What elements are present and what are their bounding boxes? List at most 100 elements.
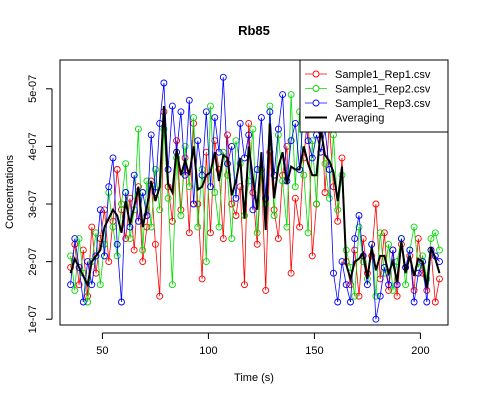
chart-title: Rb85 — [238, 23, 270, 38]
data-point — [389, 246, 397, 254]
data-point — [219, 73, 227, 81]
data-point — [211, 189, 219, 196]
data-point — [71, 235, 79, 243]
plot-area — [59, 59, 449, 326]
data-point — [118, 298, 125, 306]
data-point — [283, 142, 291, 150]
data-point — [198, 171, 206, 179]
data-point — [207, 102, 214, 110]
data-point — [67, 281, 75, 289]
data-point — [249, 125, 257, 133]
data-point — [122, 235, 130, 243]
data-point — [410, 286, 418, 294]
legend-label: Sample1_Rep2.csv — [335, 84, 431, 96]
data-point — [436, 275, 443, 283]
data-point — [147, 223, 155, 231]
data-point — [177, 108, 185, 116]
data-point — [130, 246, 138, 254]
y-tick-label: 3e-07 — [27, 190, 39, 218]
data-point — [181, 171, 189, 179]
legend-swatch-marker — [312, 85, 320, 92]
data-point — [109, 154, 117, 162]
data-point — [385, 240, 393, 248]
data-point — [287, 91, 295, 99]
data-point — [75, 263, 83, 271]
data-point — [355, 223, 363, 231]
series-sample1-rep3-csv — [67, 73, 443, 323]
data-point — [88, 281, 96, 289]
data-point — [84, 258, 92, 266]
data-point — [113, 166, 121, 173]
x-tick-label: 100 — [199, 345, 217, 357]
data-point — [71, 286, 79, 294]
data-point — [291, 119, 299, 127]
data-point — [215, 223, 223, 231]
data-point — [338, 154, 346, 162]
legend-swatch-marker — [312, 99, 320, 107]
data-point — [151, 240, 159, 248]
data-point — [372, 200, 380, 208]
data-point — [291, 183, 299, 191]
data-point — [185, 96, 193, 104]
data-point — [245, 119, 253, 127]
data-point — [198, 275, 206, 283]
data-point — [185, 183, 193, 191]
data-point — [304, 137, 312, 145]
data-point — [406, 246, 414, 254]
data-point — [296, 223, 304, 231]
data-point — [321, 160, 329, 168]
y-tick-label: 2e-07 — [27, 248, 39, 276]
data-point — [380, 229, 388, 237]
legend: Sample1_Rep1.csv Sample1_Rep2.csv Sample1_… — [299, 59, 449, 133]
data-point — [376, 292, 384, 300]
data-point — [228, 142, 236, 150]
data-point — [211, 114, 219, 122]
data-point — [257, 114, 265, 122]
data-point — [308, 154, 316, 162]
data-point — [88, 223, 96, 231]
data-point — [219, 235, 227, 243]
data-point — [139, 246, 147, 254]
data-point — [130, 171, 138, 179]
x-axis-label: Time (s) — [234, 372, 274, 384]
legend-item: Sample1_Rep2.csv — [305, 84, 431, 96]
data-point — [372, 315, 380, 323]
data-point — [274, 125, 282, 133]
legend-item: Averaging — [305, 113, 384, 125]
legend-swatch-marker — [312, 70, 320, 78]
legend-label: Sample1_Rep3.csv — [335, 98, 431, 110]
data-point — [164, 194, 172, 202]
data-point — [287, 137, 295, 145]
data-point — [122, 189, 130, 196]
data-point — [126, 235, 134, 243]
series-averaging — [69, 106, 441, 288]
data-point — [363, 281, 371, 289]
data-point — [134, 125, 142, 133]
data-point — [156, 292, 164, 300]
data-point — [173, 137, 181, 145]
legend-label: Averaging — [335, 113, 384, 125]
data-point — [334, 298, 342, 306]
series-sample1-rep2-csv — [67, 91, 443, 306]
data-point — [330, 269, 337, 277]
legend-item: Sample1_Rep3.csv — [305, 98, 431, 110]
data-point — [215, 148, 223, 156]
data-point — [291, 194, 299, 202]
data-point — [143, 177, 151, 185]
data-point — [427, 235, 435, 243]
data-point — [410, 298, 418, 306]
data-point — [262, 194, 270, 202]
y-axis: 1e-07 2e-07 3e-07 4e-07 5e-07 — [27, 75, 53, 333]
data-point — [202, 108, 210, 116]
data-point — [101, 252, 108, 260]
y-axis-label: Concentrations — [4, 155, 16, 229]
data-point — [423, 298, 431, 306]
data-point — [334, 206, 342, 214]
data-point — [325, 194, 333, 202]
legend-item: Sample1_Rep1.csv — [305, 69, 431, 81]
data-point — [410, 223, 418, 231]
data-point — [262, 286, 270, 294]
data-point — [190, 114, 198, 122]
data-point — [287, 269, 295, 277]
